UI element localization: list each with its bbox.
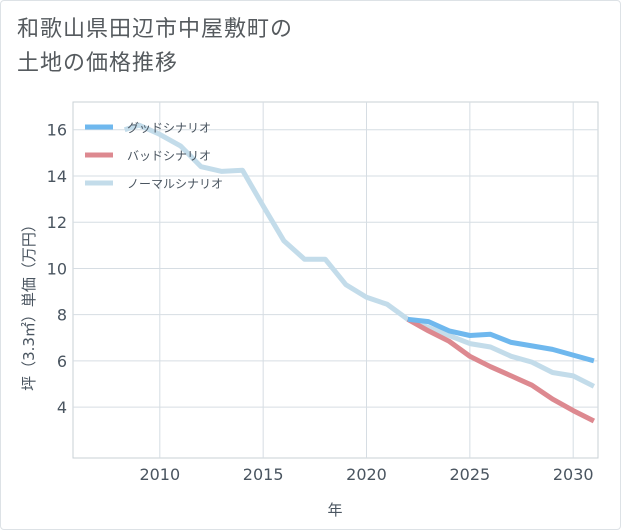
chart-title: 和歌山県田辺市中屋敷町の 土地の価格推移 [17, 13, 293, 81]
y-axis-label: 坪（3.3㎡）単価（万円） [20, 217, 38, 391]
x-tick-label: 2020 [346, 465, 387, 484]
y-tick-label: 4 [57, 398, 67, 417]
x-tick-label: 2015 [243, 465, 284, 484]
legend-label-0: グッドシナリオ [127, 121, 211, 135]
y-tick-label: 14 [47, 167, 67, 186]
y-tick-label: 10 [47, 259, 67, 278]
x-tick-label: 2025 [449, 465, 490, 484]
series-line-2 [123, 122, 596, 389]
y-axis-ticks: 4 6 8 10 12 14 16 [47, 121, 67, 417]
x-axis-ticks: 2010 2015 2020 2025 2030 [139, 465, 593, 484]
y-tick-label: 16 [47, 121, 67, 140]
x-tick-label: 2010 [139, 465, 180, 484]
x-axis-label: 年 [327, 501, 342, 519]
plot-area [72, 101, 599, 459]
legend-label-2: ノーマルシナリオ [127, 177, 223, 191]
chart-title-line-2: 土地の価格推移 [17, 51, 179, 76]
series-lines [123, 122, 596, 424]
legend-label-1: バッドシナリオ [127, 149, 211, 163]
grid-lines [73, 102, 598, 458]
y-tick-label: 12 [47, 213, 67, 232]
x-tick-label: 2030 [553, 465, 594, 484]
series-line-1 [406, 317, 596, 424]
chart-title-line-1: 和歌山県田辺市中屋敷町の [17, 17, 294, 42]
y-tick-label: 6 [57, 352, 67, 371]
y-tick-label: 8 [57, 306, 67, 325]
series-line-0 [407, 316, 595, 364]
